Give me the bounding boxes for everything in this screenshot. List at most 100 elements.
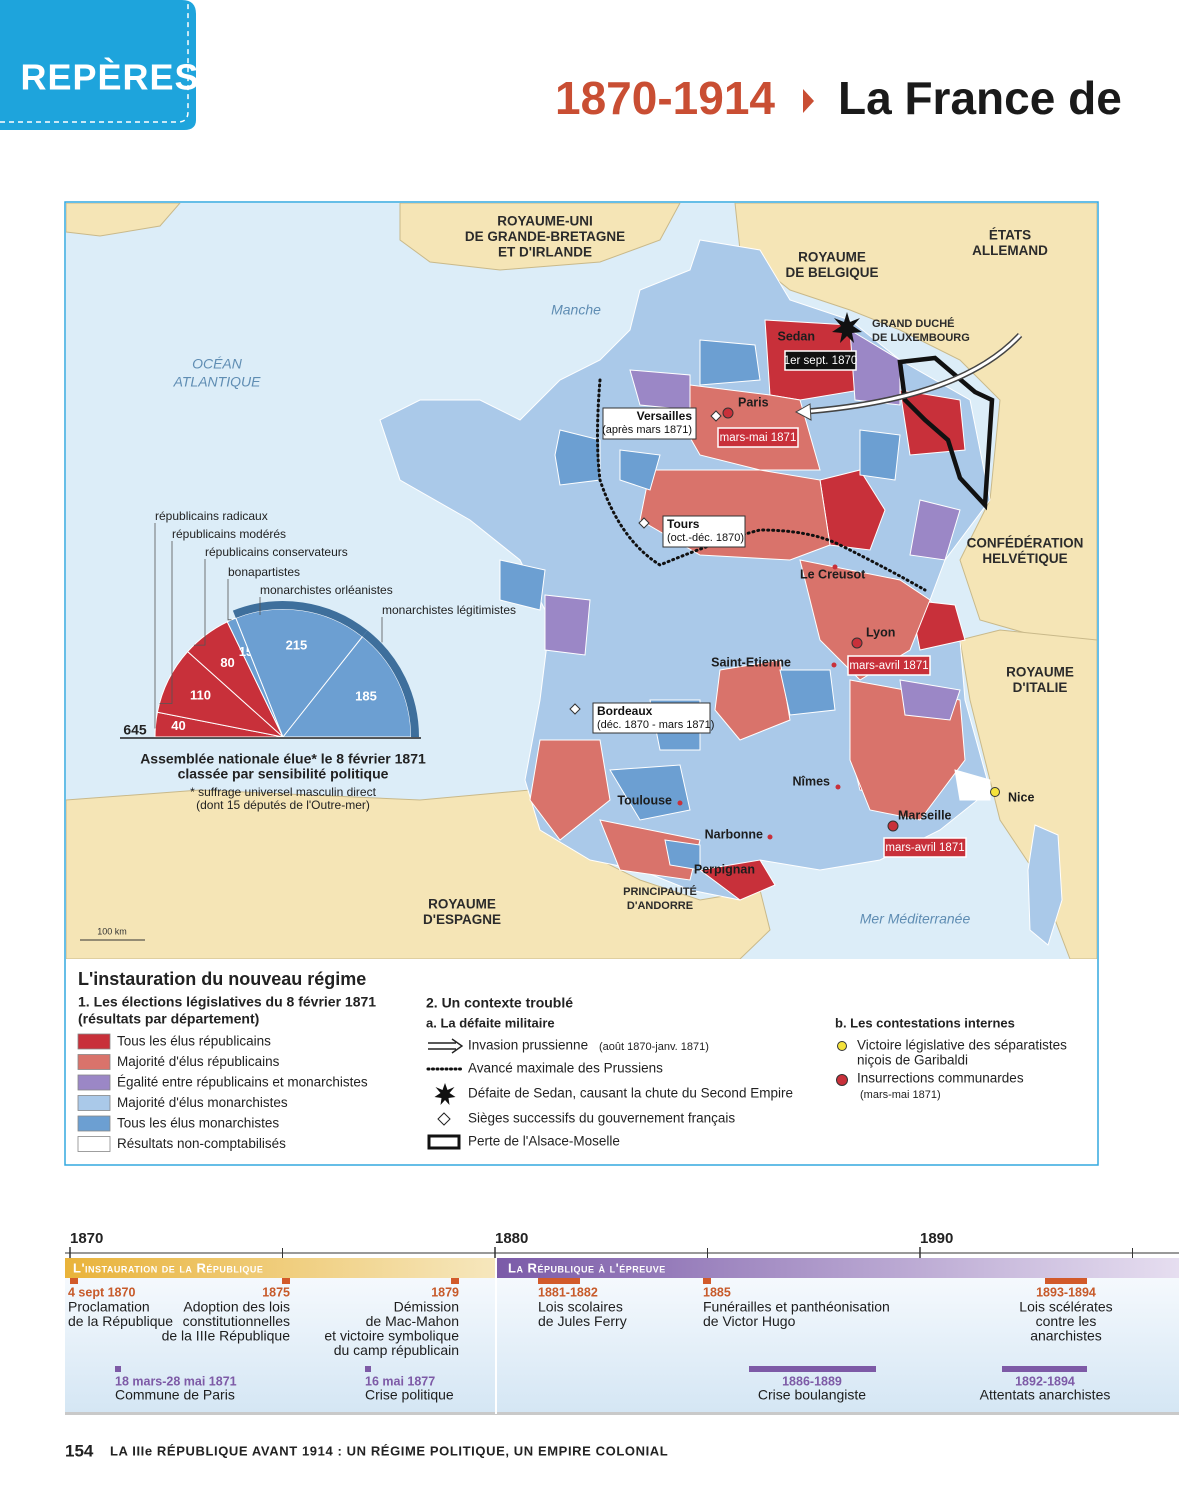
department-group xyxy=(859,429,901,481)
city-label: Lyon xyxy=(866,625,895,639)
legend-red xyxy=(836,1074,848,1086)
invasion-arrowhead xyxy=(794,403,812,421)
city-label: Toulouse xyxy=(617,793,672,807)
seat-dates: (après mars 1871) xyxy=(602,424,692,436)
land-uk-west xyxy=(66,203,181,237)
seat-box xyxy=(602,407,697,440)
legend-label: Majorité d'élus républicains xyxy=(117,1054,280,1069)
event-marker xyxy=(703,1278,711,1284)
event-marker xyxy=(70,1278,78,1284)
event-marker xyxy=(282,1278,290,1284)
legend-swatch xyxy=(77,1136,111,1152)
legend-label: Défaite de Sedan, causant la chute du Se… xyxy=(468,1086,793,1101)
event-date: 1885 xyxy=(703,1285,731,1299)
city-dot xyxy=(835,784,841,790)
department-group xyxy=(499,559,546,611)
event-text: Lois scélérates xyxy=(1019,1299,1112,1315)
garibaldi-marker xyxy=(990,787,1000,797)
event-date: 1881-1882 xyxy=(538,1285,598,1299)
legend-label: Perte de l'Alsace-Moselle xyxy=(468,1134,620,1149)
country-label: HELVÉTIQUE xyxy=(982,551,1067,566)
country-label: PRINCIPAUTÉ xyxy=(623,885,697,898)
city-label: Marseille xyxy=(898,808,952,822)
event-date: 4 sept 1870 xyxy=(68,1285,135,1299)
event-date: 1893-1894 xyxy=(1036,1285,1096,1299)
crisis-date: 1886-1889 xyxy=(782,1374,842,1388)
country-label: ET D'IRLANDE xyxy=(498,245,592,260)
seat-count: 215 xyxy=(286,637,308,652)
legend-swatch xyxy=(77,1054,111,1070)
seat-dates: (oct.-déc. 1870) xyxy=(667,532,744,544)
department-group xyxy=(529,739,611,841)
timeline-band xyxy=(65,1278,1179,1414)
legend: L'instauration du nouveau régime 1. Les é… xyxy=(77,969,1067,1152)
legend-label: niçois de Garibaldi xyxy=(857,1053,968,1068)
crisis-date: 16 mai 1877 xyxy=(365,1374,435,1388)
land-italy xyxy=(959,629,1097,959)
title-arrow xyxy=(803,89,814,113)
legend-arrow xyxy=(428,1038,464,1054)
event-text: Adoption des lois xyxy=(183,1299,290,1315)
event-text: de la IIIe République xyxy=(162,1328,291,1344)
department-group xyxy=(799,559,931,681)
header-years: 1870-1914 xyxy=(555,72,775,124)
seat-count: 185 xyxy=(355,688,377,703)
crisis-text: Commune de Paris xyxy=(115,1387,235,1403)
legend-label: Sièges successifs du gouvernement frança… xyxy=(468,1111,735,1126)
city-label: Paris xyxy=(738,395,769,409)
leader-line xyxy=(193,559,206,646)
department-group xyxy=(899,679,961,721)
country-label: ROYAUME xyxy=(798,250,866,265)
department-group xyxy=(544,594,591,656)
country-label: DE GRANDE-BRETAGNE xyxy=(465,229,625,244)
period-label: La République à l'épreuve xyxy=(508,1260,666,1275)
seat-total: 645 xyxy=(123,722,147,738)
assembly-chart: 40 républicains radicaux 110 républicains m… xyxy=(120,509,516,812)
legend-swatch xyxy=(77,1095,111,1111)
event-box xyxy=(847,655,931,676)
legend-note: (mars-mai 1871) xyxy=(860,1089,941,1101)
event-text: Démission xyxy=(394,1299,459,1315)
insurrection-marker xyxy=(887,820,899,832)
crisis-marker xyxy=(365,1366,371,1372)
department-group xyxy=(779,669,836,716)
year-label: 1880 xyxy=(495,1230,528,1247)
event-date: 1879 xyxy=(431,1285,459,1299)
department-group xyxy=(664,839,701,871)
event-marker xyxy=(538,1278,580,1284)
event-text: de Victor Hugo xyxy=(703,1313,796,1329)
crisis-text: Crise politique xyxy=(365,1387,454,1403)
country-label: D'ESPAGNE xyxy=(423,912,501,927)
department-group xyxy=(899,389,966,456)
department-group xyxy=(619,449,661,491)
invasion-arrow xyxy=(799,333,1022,414)
country-label: D'ANDORRE xyxy=(627,900,693,912)
group-label: républicains radicaux xyxy=(155,509,268,523)
seat-marker xyxy=(569,703,581,715)
city-label: Perpignan xyxy=(694,862,755,876)
timeline: 1870 1880 1890 L'instauration de la Républi… xyxy=(65,1230,1179,1415)
country-label: ÉTATS xyxy=(989,228,1031,243)
period-bar xyxy=(497,1258,1179,1278)
france xyxy=(379,239,991,901)
chart-caption: classée par sensibilité politique xyxy=(178,766,389,782)
legend-heading: 1. Les élections législatives du 8 févri… xyxy=(78,994,376,1010)
event-box xyxy=(717,427,799,448)
header-tab xyxy=(0,0,196,130)
legend-label: Tous les élus républicains xyxy=(117,1034,271,1049)
department-group xyxy=(609,764,691,821)
timeline-shadow xyxy=(65,1412,1179,1415)
group-label: républicains conservateurs xyxy=(205,545,348,559)
sedan-star xyxy=(832,312,862,343)
seat-name: Tours xyxy=(667,517,700,531)
sea-label: Manche xyxy=(551,302,601,318)
seat-name: Versailles xyxy=(637,409,693,423)
city-label: Saint-Etienne xyxy=(711,655,791,669)
department-group xyxy=(699,339,761,386)
seat-wedge xyxy=(235,608,364,738)
city-dot xyxy=(677,800,683,806)
year-label: 1890 xyxy=(920,1230,953,1247)
seat-name: Bordeaux xyxy=(597,704,653,718)
